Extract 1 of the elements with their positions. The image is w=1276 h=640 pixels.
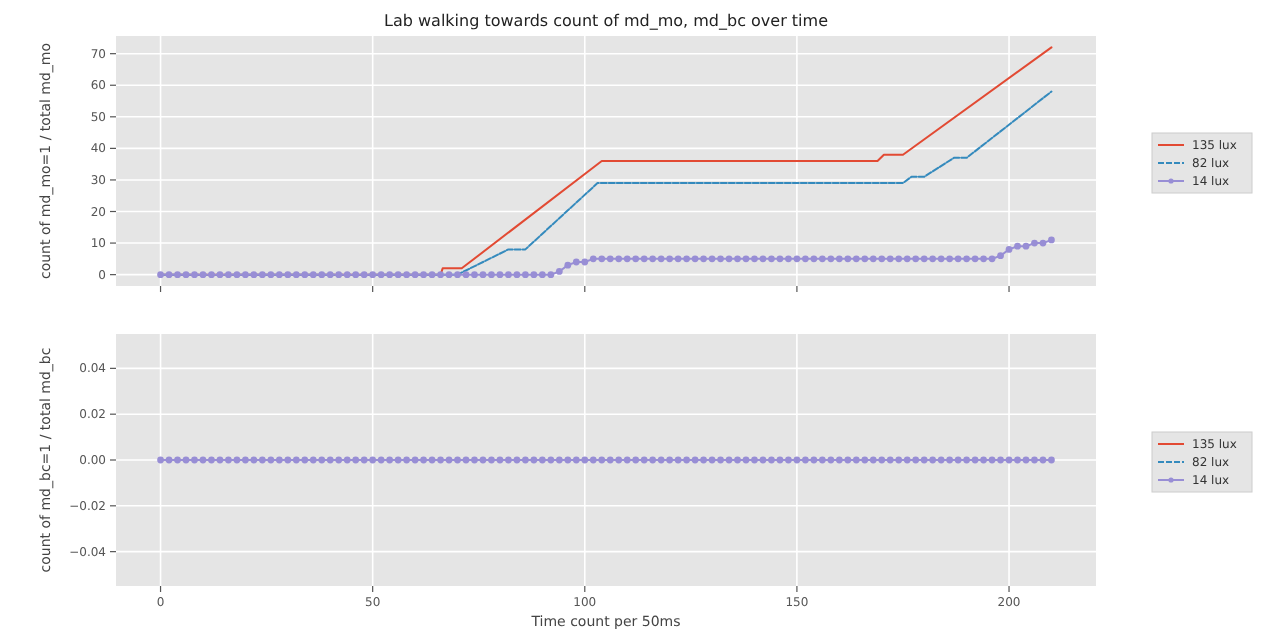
chart-title: Lab walking towards count of md_mo, md_bc over time [384, 12, 829, 30]
